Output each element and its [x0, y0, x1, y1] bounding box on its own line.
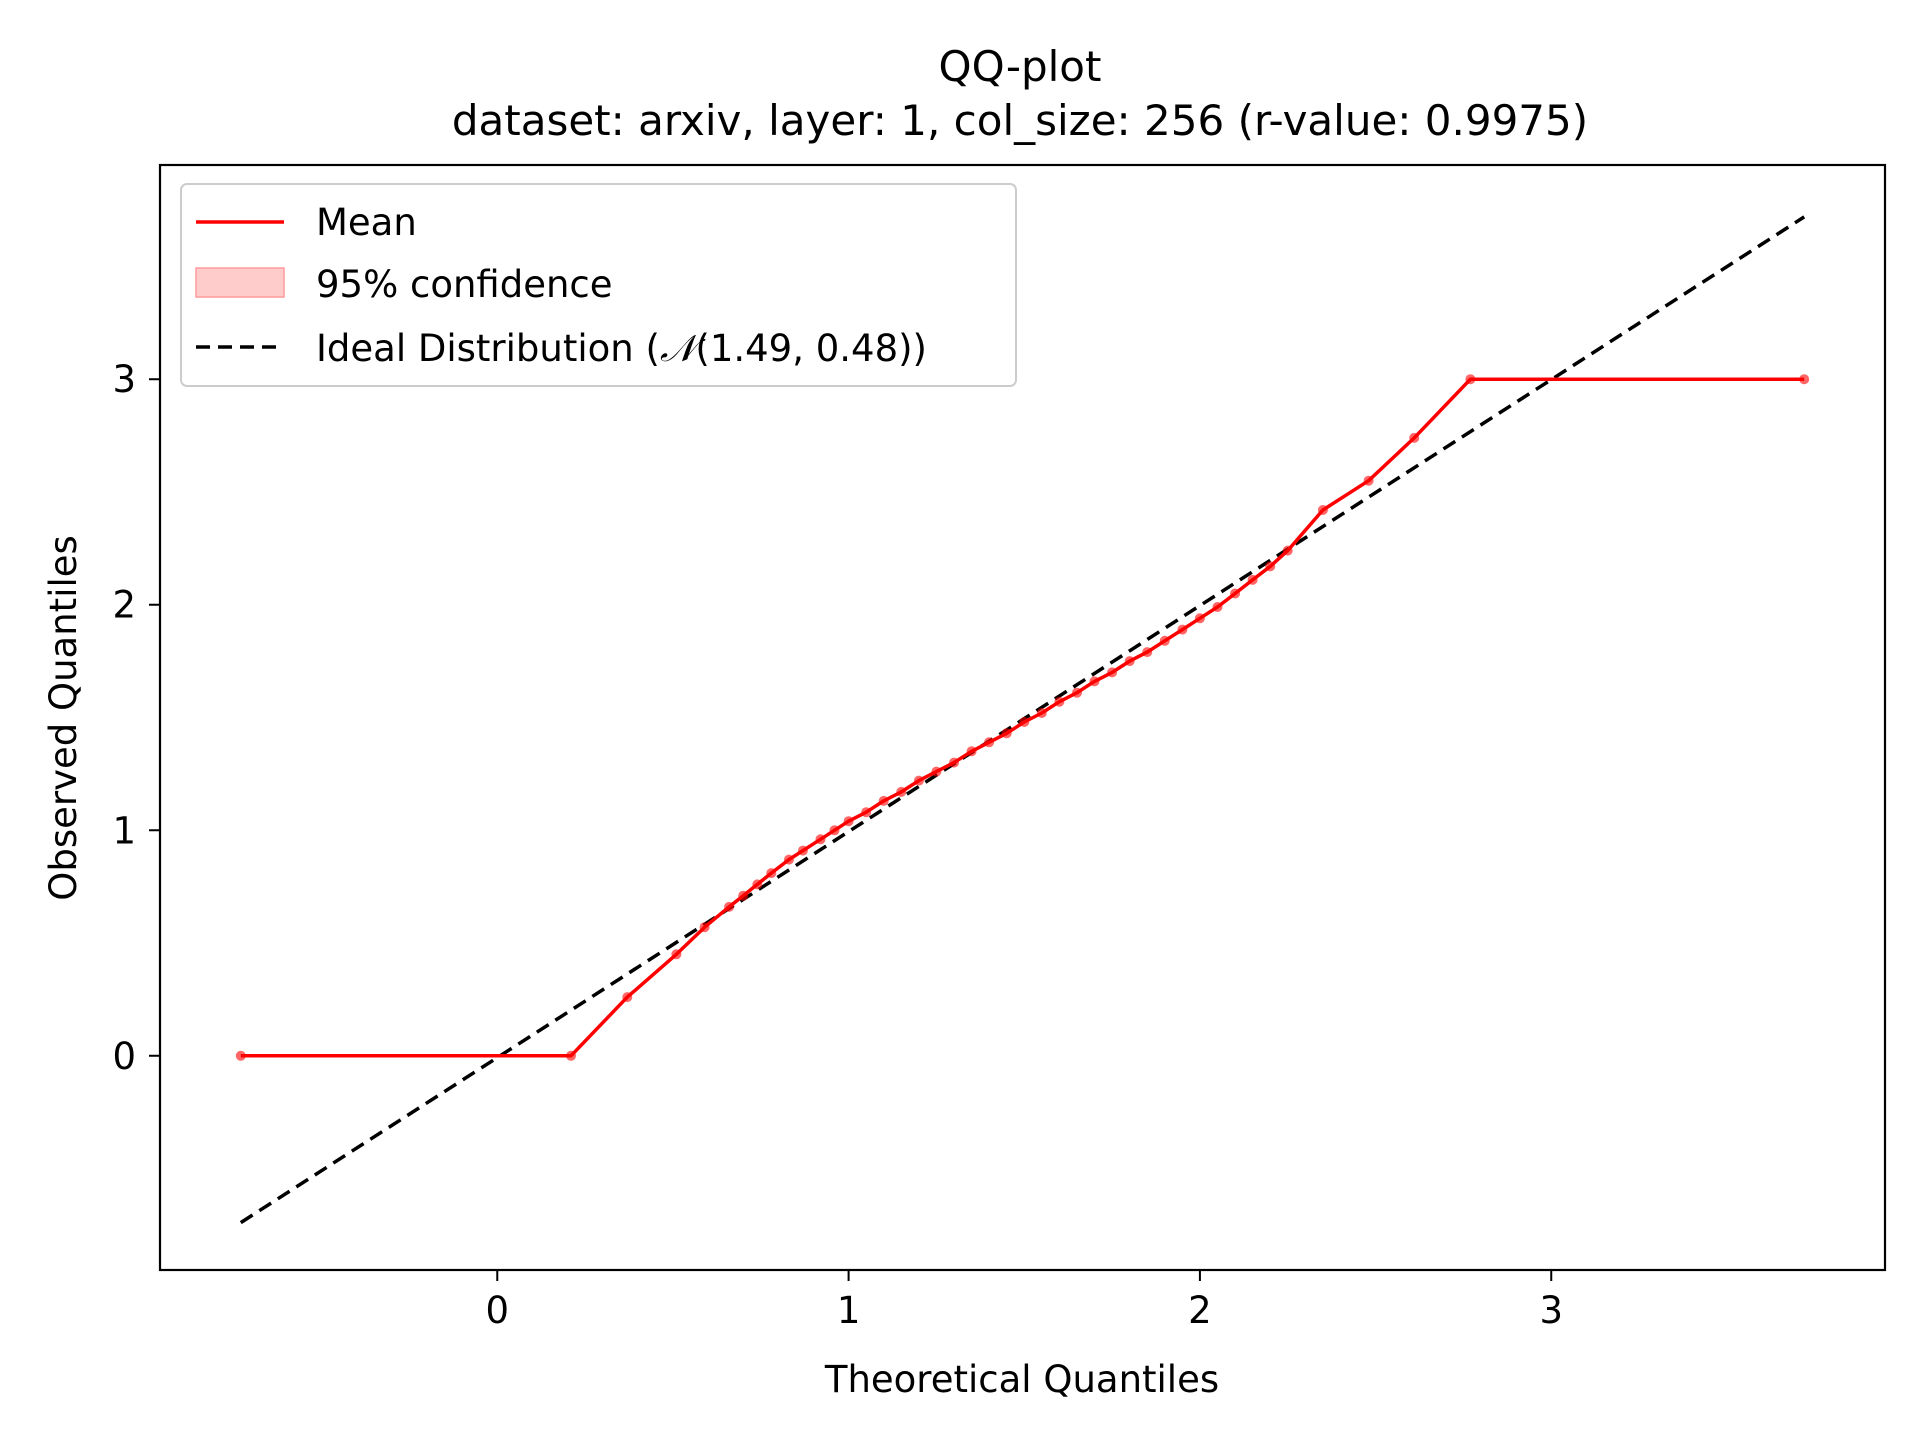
y-tick-label: 3: [112, 358, 136, 401]
y-tick-label: 2: [112, 584, 136, 627]
chart-title: QQ-plot: [939, 42, 1102, 91]
legend: Mean 95% confidence Ideal Distribution (…: [180, 183, 1017, 387]
mean-point: [1465, 374, 1476, 385]
mean-point: [1036, 708, 1047, 718]
chart-subtitle: dataset: arxiv, layer: 1, col_size: 256 …: [452, 96, 1588, 145]
mean-point: [896, 786, 907, 797]
mean-point: [1194, 613, 1205, 624]
mean-point: [1247, 574, 1258, 585]
mean-point: [1409, 432, 1420, 443]
mean-point: [752, 879, 763, 890]
mean-point: [1230, 588, 1241, 599]
legend-mean-label: Mean: [316, 201, 417, 244]
x-tick-label: 0: [485, 1289, 509, 1332]
mean-point: [566, 1050, 576, 1061]
plot-area: [235, 215, 1810, 1225]
mean-point: [1317, 505, 1328, 515]
mean-point: [1265, 561, 1276, 572]
mean-point: [1282, 545, 1293, 556]
mean-point: [738, 890, 749, 901]
mean-point: [861, 807, 872, 818]
mean-point: [966, 746, 977, 757]
mean-point: [1142, 647, 1153, 658]
mean-point: [1072, 687, 1082, 698]
mean-point: [797, 845, 808, 856]
legend-confidence-label: 95% confidence: [316, 263, 613, 306]
axis-ticks: 0 1 2 3 0 1 2 3: [112, 358, 1563, 1332]
mean-point: [1212, 602, 1223, 612]
x-axis-label: Theoretical Quantiles: [824, 1358, 1219, 1401]
mean-point: [984, 737, 995, 748]
legend-confidence-swatch: [195, 267, 285, 298]
mean-point: [1019, 717, 1030, 727]
mean-point: [783, 854, 794, 865]
x-tick-label: 2: [1188, 1289, 1212, 1332]
y-axis-label: Observed Quantiles: [42, 535, 85, 901]
mean-point: [1089, 676, 1100, 687]
mean-point: [235, 1050, 246, 1061]
mean-point: [843, 816, 854, 827]
y-tick-label: 1: [112, 809, 136, 852]
mean-point: [724, 901, 735, 912]
mean-point: [1054, 696, 1065, 707]
mean-point: [878, 795, 889, 806]
mean-point: [699, 922, 710, 933]
legend-ideal-prefix: Ideal Distribution (: [316, 327, 660, 370]
x-tick-label: 1: [837, 1289, 861, 1332]
legend-box: [180, 183, 1017, 387]
mean-point: [1363, 475, 1374, 486]
y-tick-label: 0: [112, 1035, 136, 1078]
mean-point: [1159, 635, 1170, 646]
mean-point: [1107, 667, 1118, 678]
x-tick-label: 3: [1539, 1289, 1563, 1332]
mean-point: [1177, 624, 1188, 635]
mean-point: [766, 868, 777, 879]
mean-point: [1799, 374, 1810, 385]
mean-point: [931, 766, 942, 777]
legend-ideal-label: Ideal Distribution (𝒩(1.49, 0.48)): [316, 327, 927, 370]
mean-point: [1124, 656, 1135, 667]
legend-ideal-params: (1.49, 0.48)): [695, 327, 927, 370]
mean-point: [1001, 728, 1012, 739]
mean-point: [829, 825, 840, 836]
mean-point: [913, 775, 924, 786]
plot-frame: [158, 163, 1887, 1272]
mean-point: [815, 834, 826, 845]
mean-point: [949, 757, 959, 768]
mean-point: [671, 949, 682, 960]
mean-point: [622, 992, 633, 1003]
